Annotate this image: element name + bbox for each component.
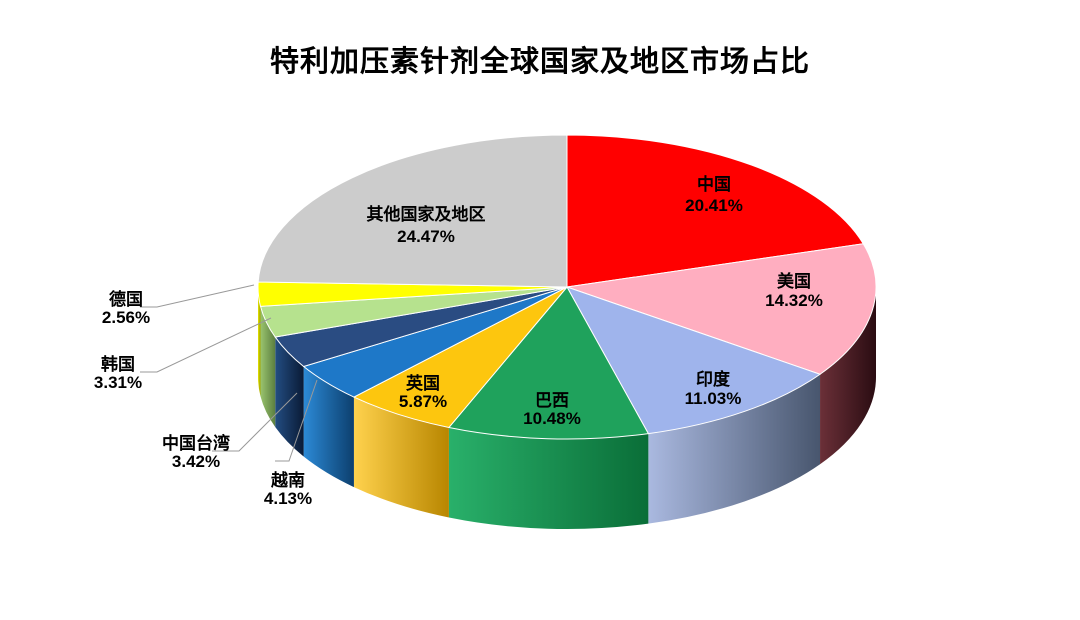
svg-text:印度: 印度 bbox=[696, 369, 731, 389]
svg-text:4.13%: 4.13% bbox=[264, 489, 312, 508]
svg-text:5.87%: 5.87% bbox=[399, 392, 447, 411]
svg-text:10.48%: 10.48% bbox=[523, 409, 581, 428]
svg-text:14.32%: 14.32% bbox=[765, 291, 823, 310]
svg-text:其他国家及地区: 其他国家及地区 bbox=[367, 204, 486, 224]
svg-text:德国: 德国 bbox=[109, 289, 143, 309]
svg-text:韩国: 韩国 bbox=[101, 354, 135, 374]
svg-text:24.47%: 24.47% bbox=[397, 227, 455, 246]
svg-text:巴西: 巴西 bbox=[535, 391, 569, 410]
svg-text:3.42%: 3.42% bbox=[172, 452, 220, 471]
svg-text:英国: 英国 bbox=[406, 373, 440, 393]
svg-text:3.31%: 3.31% bbox=[94, 373, 142, 392]
svg-text:11.03%: 11.03% bbox=[685, 389, 742, 408]
svg-text:越南: 越南 bbox=[270, 470, 305, 490]
svg-text:美国: 美国 bbox=[777, 271, 811, 291]
svg-text:2.56%: 2.56% bbox=[102, 308, 150, 327]
svg-text:中国台湾: 中国台湾 bbox=[162, 433, 230, 453]
svg-text:中国: 中国 bbox=[697, 174, 731, 194]
svg-text:20.41%: 20.41% bbox=[685, 196, 743, 215]
